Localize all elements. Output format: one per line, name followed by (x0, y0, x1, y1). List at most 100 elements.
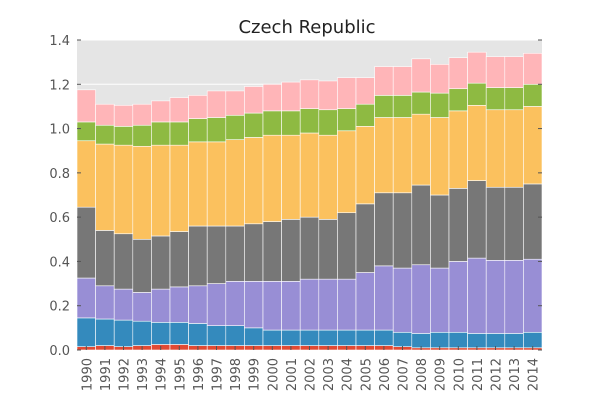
bar-series-group (76, 51, 543, 351)
bar-2010-s5 (448, 88, 468, 112)
bar-1990-s5 (76, 121, 96, 142)
bar-2006-s4 (374, 117, 394, 194)
x-tick-label-1999: 1999 (248, 358, 263, 391)
bar-1990-s6 (76, 89, 96, 123)
bar-2001-s1 (281, 329, 301, 346)
bar-2008-s5 (411, 91, 431, 115)
x-axis: 1990 1991 1992 1993 1994 1995 1996 1997 1998 1999… (80, 346, 542, 391)
bar-2003-s4 (318, 134, 338, 220)
bar-2003-s5 (318, 109, 338, 136)
bar-1999-s4 (244, 137, 264, 225)
bar-1997-s3 (206, 225, 227, 284)
bar-2000-s3 (262, 221, 282, 282)
y-tick-label-0: 0.0 (49, 344, 70, 359)
bar-2003-s1 (318, 329, 338, 346)
bar-2007-s2 (392, 267, 413, 333)
bar-2012-s1 (485, 333, 506, 349)
bar-1996-s6 (188, 95, 208, 119)
bar-2006-s6 (374, 66, 394, 96)
y-tick-label-2: 0.4 (49, 255, 70, 270)
bar-2012-s2 (485, 260, 506, 334)
bar-2009-s5 (430, 92, 450, 118)
y-tick-label-3: 0.6 (49, 211, 70, 226)
x-tick-label-2001: 2001 (285, 358, 300, 391)
bar-2006-s1 (374, 329, 394, 346)
bar-1993-s1 (132, 320, 152, 346)
bar-1997-s5 (206, 117, 227, 143)
y-axis: 0.0 0.2 0.4 0.6 0.8 1.0 1.2 1.4 (49, 34, 542, 359)
bar-2002-s3 (299, 216, 320, 280)
bar-2000-s2 (262, 281, 282, 331)
bar-1993-s6 (132, 103, 152, 126)
x-tick-label-2012: 2012 (490, 358, 505, 391)
x-tick-label-1994: 1994 (155, 358, 170, 391)
bar-2010-s1 (448, 331, 468, 349)
bar-2013-s1 (504, 333, 524, 349)
bar-1993-s2 (132, 292, 152, 322)
bar-2001-s2 (281, 281, 301, 331)
bar-2004-s6 (337, 77, 357, 109)
bar-1995-s2 (169, 286, 189, 323)
x-tick-label-1998: 1998 (229, 358, 244, 391)
bar-2002-s6 (299, 79, 320, 109)
bar-2001-s4 (281, 134, 301, 220)
bar-2004-s5 (337, 108, 357, 132)
bar-2008-s1 (411, 333, 431, 349)
bar-1999-s5 (244, 112, 264, 138)
bar-1991-s5 (95, 124, 115, 145)
bar-1991-s2 (95, 285, 115, 320)
bar-1990-s2 (76, 277, 96, 319)
y-tick-label-1: 0.2 (49, 300, 70, 315)
bar-1992-s1 (113, 319, 134, 347)
bar-2007-s5 (392, 95, 413, 118)
bar-2011-s5 (467, 82, 487, 106)
bar-1992-s2 (113, 288, 134, 321)
bar-2006-s3 (374, 192, 394, 267)
bar-1994-s4 (151, 144, 171, 237)
bar-1996-s4 (188, 141, 208, 227)
bar-2007-s4 (392, 117, 413, 194)
bar-1995-s5 (169, 121, 189, 146)
x-tick-label-2014: 2014 (527, 358, 542, 391)
bar-1995-s6 (169, 97, 189, 123)
bar-1998-s4 (225, 139, 245, 227)
bar-1994-s5 (151, 121, 171, 146)
bar-1995-s4 (169, 144, 189, 232)
bar-1999-s1 (244, 327, 264, 346)
bar-2005-s3 (355, 203, 375, 273)
bar-1999-s2 (244, 281, 264, 329)
y-tick-label-4: 0.8 (49, 167, 70, 182)
bar-2005-s4 (355, 126, 375, 205)
bar-2014-s1 (523, 331, 543, 349)
bar-2012-s6 (485, 56, 506, 88)
bar-2003-s2 (318, 278, 338, 331)
x-tick-label-2000: 2000 (266, 358, 281, 391)
bar-2012-s3 (485, 186, 506, 261)
bar-1991-s3 (95, 230, 115, 287)
x-tick-label-2009: 2009 (434, 358, 449, 391)
bar-2014-s5 (523, 83, 543, 107)
bar-2002-s4 (299, 132, 320, 218)
bar-2004-s2 (337, 278, 357, 331)
bar-2008-s3 (411, 184, 431, 266)
bar-2002-s1 (299, 329, 320, 346)
bar-1999-s3 (244, 223, 264, 282)
bar-2001-s3 (281, 219, 301, 282)
bar-2003-s6 (318, 80, 338, 111)
bar-2009-s3 (430, 194, 450, 269)
bar-2009-s6 (430, 64, 450, 94)
bar-1992-s3 (113, 233, 134, 290)
bar-2012-s4 (485, 109, 506, 188)
bar-1990-s3 (76, 206, 96, 279)
x-tick-label-1996: 1996 (192, 358, 207, 391)
bar-2010-s4 (448, 110, 468, 189)
bar-2010-s2 (448, 261, 468, 333)
bar-1991-s4 (95, 143, 115, 231)
bar-1994-s1 (151, 322, 171, 345)
bar-2002-s5 (299, 108, 320, 134)
bar-1998-s3 (225, 225, 245, 282)
bar-1994-s3 (151, 235, 171, 290)
bar-1998-s1 (225, 325, 245, 346)
x-tick-label-2007: 2007 (397, 358, 412, 391)
